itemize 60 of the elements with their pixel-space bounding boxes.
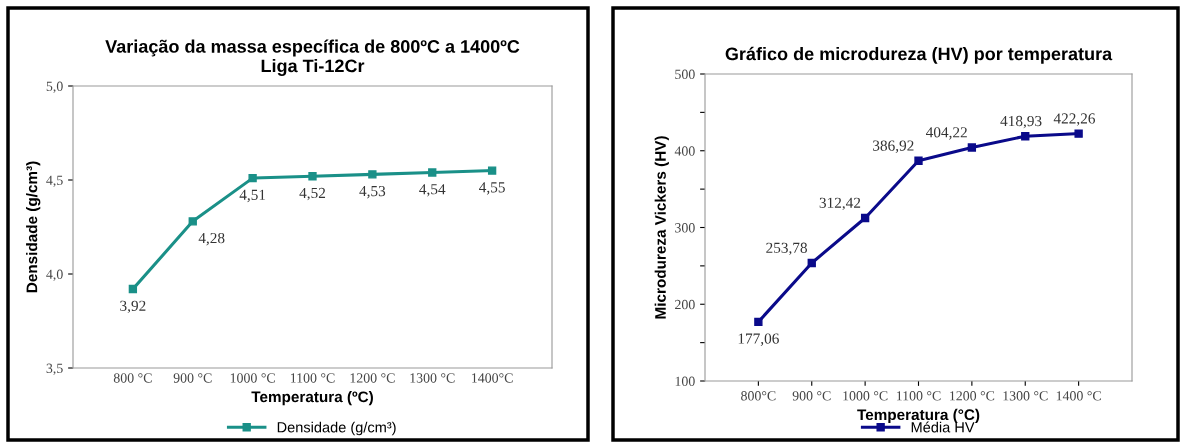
chart-title: Variação da massa específica de 800ºC a 1400ºC: [105, 39, 520, 57]
y-tick-label: 300: [675, 223, 695, 233]
x-tick-label: 1100 °C: [290, 373, 335, 383]
data-label: 177,06: [738, 333, 779, 346]
x-tick-label: 1300 °C: [1003, 391, 1048, 401]
x-tick-label: 1100 °C: [896, 391, 941, 401]
y-tick-label: 200: [675, 299, 695, 310]
data-label: 4,52: [299, 187, 326, 201]
point: [248, 173, 257, 183]
point: [1074, 129, 1083, 138]
point: [860, 213, 870, 223]
x-tick-label: 900 °C: [173, 373, 212, 383]
x-tick-label: 800 °C: [113, 373, 152, 383]
y-axis-title: Densidade (g/cm³): [26, 161, 41, 293]
point: [188, 217, 197, 226]
x-tick-label: 1300 °C: [410, 373, 455, 383]
point: [754, 317, 763, 327]
y-tick-label: 5,0: [46, 81, 63, 93]
point: [914, 156, 923, 165]
data-label: 418,93: [1000, 115, 1042, 129]
data-label: 4,54: [419, 184, 446, 197]
point: [368, 170, 377, 179]
point: [967, 143, 977, 152]
y-tick-label: 3,5: [46, 363, 63, 375]
y-tick-label: 400: [674, 146, 695, 156]
y-tick-label: 100: [675, 376, 695, 386]
chart-title: Gráfico de microdureza (HV) por temperatura: [725, 46, 1113, 64]
point: [128, 284, 138, 294]
data-label: 4,55: [479, 182, 505, 195]
y-tick-label: 4,5: [46, 175, 63, 187]
point: [487, 166, 497, 175]
y-tick-label: 500: [675, 69, 695, 79]
data-label: 4,28: [198, 232, 225, 246]
data-label: 3,92: [120, 300, 146, 314]
point: [428, 168, 437, 177]
chart-subtitle: Liga Ti-12Cr: [261, 59, 365, 76]
point: [1021, 132, 1030, 141]
x-tick-label: 900 °C: [792, 391, 831, 401]
x-tick-label: 1400°C: [472, 373, 513, 383]
data-label: 404,22: [925, 127, 967, 140]
data-label: 386,92: [873, 140, 914, 153]
legend-label: Média HV: [911, 421, 975, 433]
data-label: 4,53: [359, 185, 386, 199]
y-axis-title: Microdureza Vickers (HV): [654, 136, 669, 319]
data-label: 4,51: [239, 189, 266, 203]
data-label: 312,42: [819, 197, 861, 211]
point: [308, 172, 317, 181]
x-tick-label: 1200 °C: [950, 391, 995, 401]
y-tick-label: 4,0: [46, 269, 63, 281]
data-label: 422,26: [1053, 113, 1096, 126]
data-label: 253,78: [766, 242, 807, 256]
x-axis-title: Temperatura (ºC): [251, 391, 373, 406]
x-tick-label: 1000 °C: [230, 373, 275, 383]
x-tick-label: 800°C: [741, 391, 776, 401]
x-tick-label: 1200 °C: [350, 373, 395, 383]
x-axis-title: Temperatura (°C): [857, 408, 980, 424]
point: [807, 258, 816, 268]
legend-label: Densidade (g/cm³): [277, 421, 396, 436]
x-tick-label: 1000 °C: [843, 391, 888, 401]
x-tick-label: 1400 °C: [1056, 391, 1101, 401]
